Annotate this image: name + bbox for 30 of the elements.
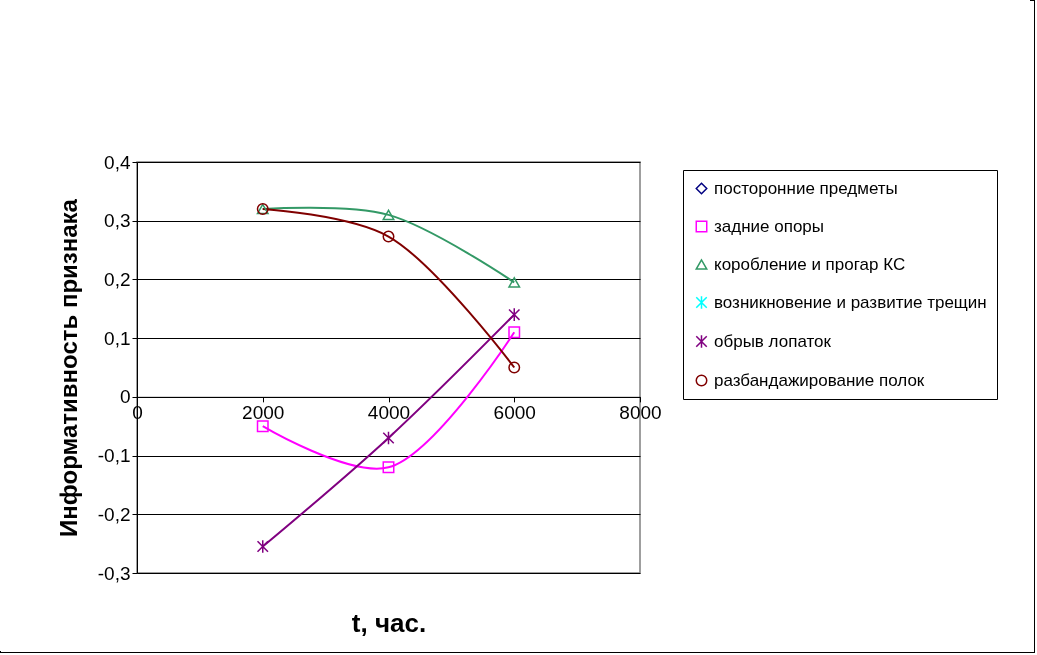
x-tick-label: 2000 (242, 402, 285, 424)
y-tick-label: -0,2 (97, 503, 131, 525)
point (508, 307, 521, 322)
legend-label: обрыв лопаток (714, 331, 832, 351)
legend-label: задние опоры (714, 216, 825, 236)
point (382, 230, 395, 243)
x-tick-label: 6000 (493, 402, 536, 424)
legend-label: коробление и прогар КС (714, 254, 906, 274)
point (508, 361, 521, 374)
y-tick-label: 0,2 (104, 268, 131, 290)
y-tick-label: 0,1 (104, 327, 131, 349)
y-axis-title: Информативность признака (54, 198, 82, 537)
point (382, 461, 395, 474)
point (256, 539, 269, 554)
x-tick-label: 4000 (367, 402, 411, 424)
y-tick-label: 0 (119, 386, 131, 408)
legend-label: посторонние предметы (714, 178, 898, 198)
x-tick-label: 8000 (619, 402, 662, 424)
point (256, 420, 269, 433)
point (508, 277, 521, 288)
y-tick-label: 0,4 (104, 151, 131, 173)
point (508, 326, 521, 339)
legend-label: возникновение и развитие трещин (714, 292, 987, 312)
point (382, 430, 395, 445)
point (382, 209, 395, 221)
y-tick-label: -0,3 (97, 562, 131, 584)
y-tick-label: 0,3 (104, 210, 131, 232)
legend-label: разбандажирование полок (714, 370, 925, 390)
x-axis-title: t, час. (351, 607, 427, 638)
y-tick-label: -0,1 (97, 445, 131, 467)
